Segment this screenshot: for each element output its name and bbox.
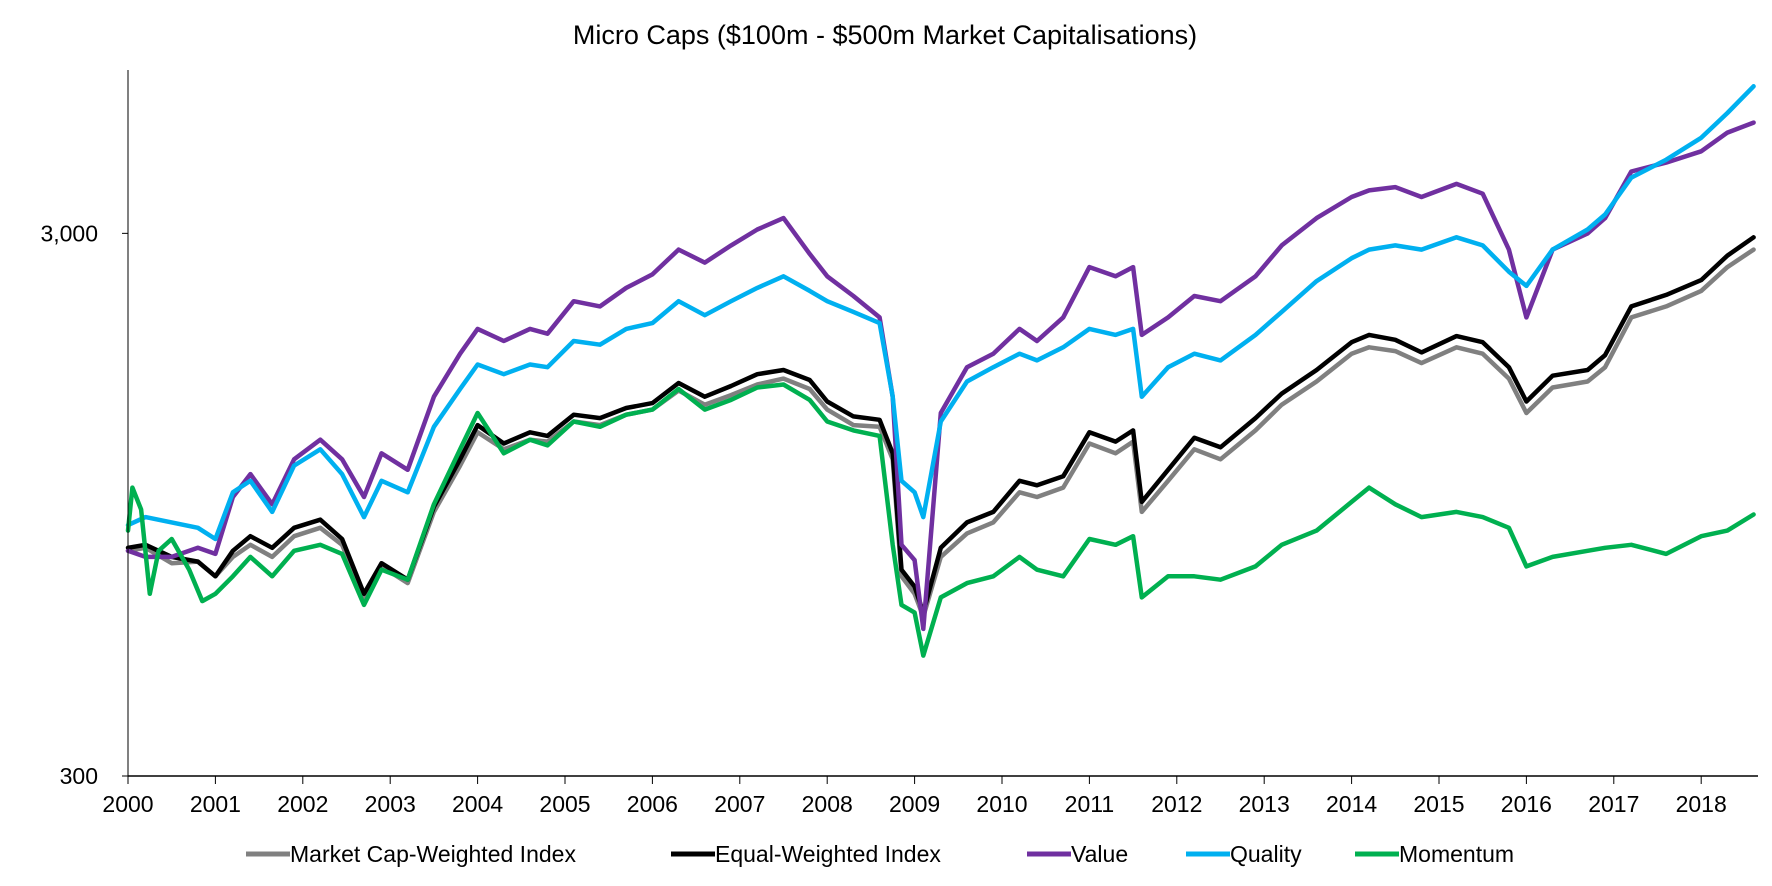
x-tick-label: 2001 [190,791,241,817]
legend-label: Momentum [1399,841,1514,867]
legend-label: Market Cap-Weighted Index [290,841,576,867]
x-tick-label: 2000 [102,791,153,817]
legend-item-quality: Quality [1186,841,1302,867]
legend-label: Value [1071,841,1128,867]
x-tick-label: 2005 [539,791,590,817]
legend: Market Cap-Weighted Index Equal-Weighted … [246,841,1514,867]
x-tick-label: 2006 [627,791,678,817]
series-line-momentum [125,382,1756,658]
x-tick-label: 2014 [1326,791,1377,817]
x-tick-label: 2015 [1413,791,1464,817]
x-tick-label: 2007 [714,791,765,817]
legend-item-equal-weighted-index: Equal-Weighted Index [671,841,941,867]
y-tick-label: 3,000 [40,220,98,246]
x-tick-label: 2004 [452,791,503,817]
legend-item-market-cap-weighted-index: Market Cap-Weighted Index [246,841,576,867]
series-lines [125,84,1756,658]
x-tick-label: 2013 [1239,791,1290,817]
plot-area: 2000 2001 2002 2003 2004 2005 2006 2007 2008 2009… [40,70,1758,817]
x-tick-label: 2011 [1065,791,1114,817]
x-tick-label: 2010 [976,791,1027,817]
series-line-quality [125,84,1756,542]
x-tick-label: 2018 [1676,791,1727,817]
chart-title: Micro Caps ($100m - $500m Market Capital… [573,20,1197,50]
x-tick-label: 2012 [1151,791,1202,817]
legend-label: Quality [1230,841,1302,867]
y-tick-label: 300 [60,763,98,789]
x-tick-label: 2016 [1501,791,1552,817]
series-line-value [125,120,1756,632]
series-line-equal-weighted-index [125,235,1756,615]
x-ticks: 2000 2001 2002 2003 2004 2005 2006 2007 2008 2009… [102,776,1727,817]
y-ticks: 300 3,000 [40,220,128,789]
x-tick-label: 2009 [889,791,940,817]
x-tick-label: 2003 [365,791,416,817]
x-tick-label: 2017 [1588,791,1639,817]
legend-label: Equal-Weighted Index [715,841,941,867]
x-tick-label: 2008 [802,791,853,817]
legend-item-momentum: Momentum [1355,841,1514,867]
x-tick-label: 2002 [277,791,328,817]
legend-item-value: Value [1027,841,1128,867]
